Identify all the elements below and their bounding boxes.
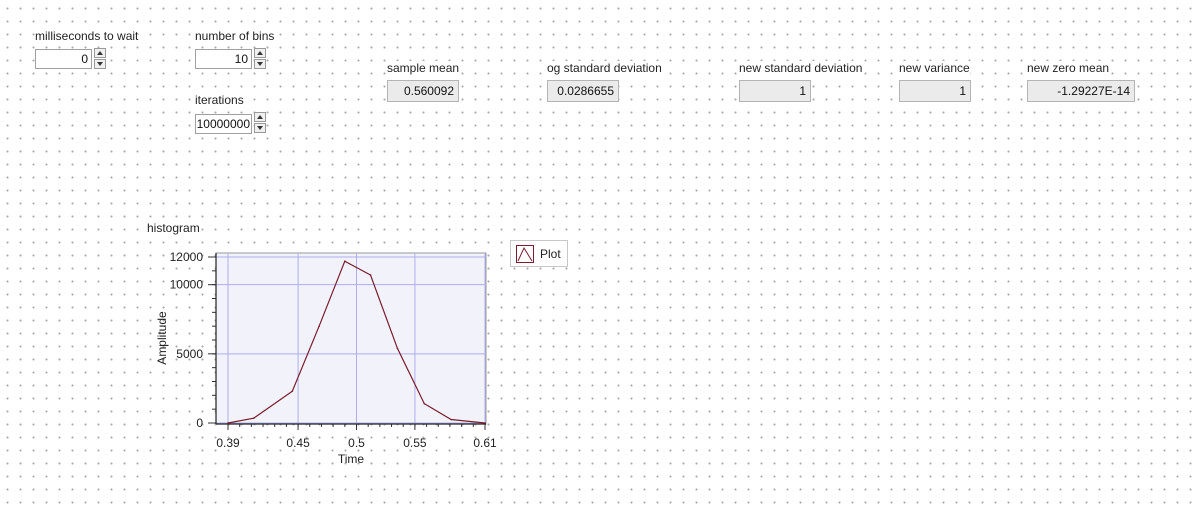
og-std-label: og standard deviation xyxy=(547,61,662,75)
y-tick-label: 5000 xyxy=(176,347,203,361)
data-point xyxy=(450,418,452,421)
iterations-spinner[interactable] xyxy=(254,112,266,134)
data-point xyxy=(227,422,229,424)
series-line-plot xyxy=(227,260,486,424)
data-point xyxy=(396,347,399,350)
x-tick-label: 0.55 xyxy=(403,436,427,450)
new-std-value: 1 xyxy=(739,80,811,102)
increment-arrow-icon[interactable] xyxy=(254,48,266,58)
num-bins-spinner[interactable] xyxy=(254,48,266,70)
histogram-label: histogram xyxy=(147,221,200,235)
x-axis-label: Time xyxy=(338,452,365,466)
x-tick-label: 0.45 xyxy=(286,436,310,450)
decrement-arrow-icon[interactable] xyxy=(254,59,266,69)
x-axis: 0.39 0.45 0.5 0.55 0.61 xyxy=(216,423,497,450)
data-point xyxy=(344,260,346,262)
iterations-label: iterations xyxy=(195,93,244,107)
sample-mean-value: 0.560092 xyxy=(387,80,459,102)
y-axis-label: Amplitude xyxy=(155,311,169,365)
ms-wait-spinner[interactable] xyxy=(94,48,106,70)
data-point xyxy=(252,417,255,419)
data-point xyxy=(423,402,426,405)
data-point xyxy=(291,390,294,392)
series-layer xyxy=(227,260,486,424)
grid-lines xyxy=(216,253,486,424)
decrement-arrow-icon[interactable] xyxy=(94,59,106,69)
new-variance-value: 1 xyxy=(899,80,971,102)
y-tick-label: 10000 xyxy=(170,278,204,292)
num-bins-input[interactable]: 10 xyxy=(195,49,252,69)
y-axis: 0 5000 10000 12000 xyxy=(170,250,217,430)
data-point xyxy=(484,422,486,424)
x-tick-label: 0.61 xyxy=(473,436,497,450)
data-point xyxy=(318,325,320,327)
x-tick-label: 0.5 xyxy=(348,436,365,450)
x-tick-label: 0.39 xyxy=(216,436,240,450)
new-zero-mean-label: new zero mean xyxy=(1027,61,1110,75)
decrement-arrow-icon[interactable] xyxy=(254,123,266,133)
legend-label: Plot xyxy=(540,247,561,261)
plot-area[interactable] xyxy=(215,252,487,425)
data-point xyxy=(369,274,372,276)
plot-line-icon xyxy=(516,245,534,263)
new-std-label: new standard deviation xyxy=(739,61,863,75)
new-zero-mean-value: -1.29227E-14 xyxy=(1027,80,1135,102)
new-variance-label: new variance xyxy=(899,61,970,75)
y-tick-label: 12000 xyxy=(170,250,204,264)
increment-arrow-icon[interactable] xyxy=(94,48,106,58)
plot-legend[interactable]: Plot xyxy=(510,240,568,267)
og-std-value: 0.0286655 xyxy=(547,80,619,102)
ms-wait-label: milliseconds to wait xyxy=(35,29,139,43)
ms-wait-input[interactable]: 0 xyxy=(35,49,92,69)
num-bins-label: number of bins xyxy=(195,29,275,43)
iterations-input[interactable]: 10000000 xyxy=(195,114,252,134)
y-tick-label: 0 xyxy=(196,416,203,430)
sample-mean-label: sample mean xyxy=(387,61,460,75)
increment-arrow-icon[interactable] xyxy=(254,112,266,122)
histogram-chart: 0 5000 10000 12000 0.39 0.45 0.5 0.55 0.61 Time… xyxy=(155,250,497,466)
